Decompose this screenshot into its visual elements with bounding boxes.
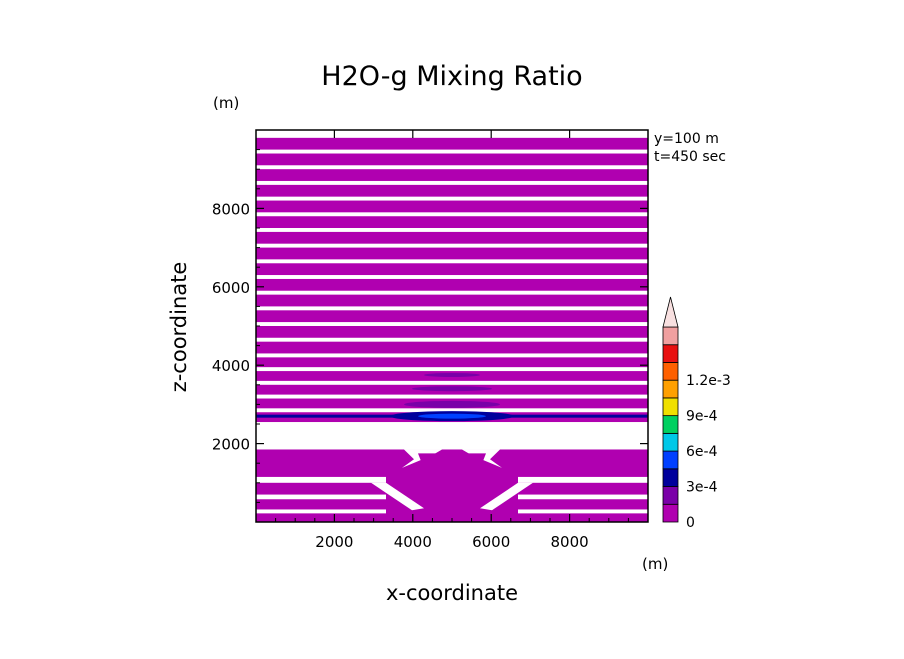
y-unit-label: (m) [213,94,239,112]
x-axis-title: x-coordinate [386,581,518,605]
contour-band [256,263,648,276]
colorbar: 0 3e-4 6e-4 9e-4 1.2e-3 [662,296,731,531]
contour-band [256,153,648,166]
colorbar-swatch [662,362,679,381]
elevated-ratio-band [404,400,500,408]
band-gap-left [256,476,386,483]
contour-band [256,216,648,228]
chart-title: H2O-g Mixing Ratio [321,61,582,92]
x-unit-label: (m) [642,555,668,573]
x-tick-label: 8000 [551,533,589,551]
contour-band [256,200,648,213]
colorbar-label: 0 [686,515,695,531]
colorbar-swatch [662,326,679,346]
gap-notch-left [371,482,424,511]
contour-band [256,231,648,244]
x-tick-label: 2000 [315,533,353,551]
y-tick-label: 8000 [212,200,250,218]
high-ratio-peak [418,413,486,419]
colorbar-swatch [662,415,679,434]
colorbar-label: 3e-4 [686,480,718,496]
colorbar-label: 9e-4 [686,409,718,425]
colorbar-swatch [662,503,679,523]
contour-band [256,310,648,323]
y-axis-title: z-coordinate [167,262,191,393]
x-tick-label: 6000 [472,533,510,551]
colorbar-swatch [662,344,679,363]
colorbar-label: 1.2e-3 [686,373,731,389]
band-gap-right [518,509,648,514]
colorbar-swatch [662,432,679,452]
elevated-ratio-band [412,386,492,392]
band-gap-right [518,494,648,500]
elevated-ratio-band [424,373,480,377]
contour-band [256,341,648,354]
colorbar-label: 6e-4 [686,444,718,460]
colorbar-swatch [662,450,679,470]
y-tick-label: 2000 [212,436,250,454]
colorbar-swatch [662,468,679,487]
band-gap-left [256,494,386,500]
colorbar-extend-arrow [662,296,679,328]
plot-frame [255,129,649,523]
info-position: y=100 m [654,131,719,147]
y-tick-label: 6000 [212,279,250,297]
contour-band [256,278,648,291]
contour-band [256,137,648,150]
plot-area [256,137,648,522]
contour-band [256,184,648,197]
contour-band [256,326,648,338]
contour-band [256,169,648,181]
info-time: t=450 sec [654,149,726,165]
plume-core [418,453,486,522]
gap-notch-right [480,482,533,511]
colorbar-swatch [662,379,679,399]
band-gap-right [518,476,648,483]
y-axis: 2000 4000 6000 8000 [212,149,648,503]
colorbar-swatch [662,486,679,505]
contour-band [256,357,648,368]
contour-band [256,294,648,307]
colorbar-swatch [662,397,679,417]
contour-band [256,247,648,260]
x-axis: 2000 4000 6000 8000 [275,130,629,551]
y-tick-label: 4000 [212,357,250,375]
band-gap-left [256,509,386,514]
x-tick-label: 4000 [394,533,432,551]
